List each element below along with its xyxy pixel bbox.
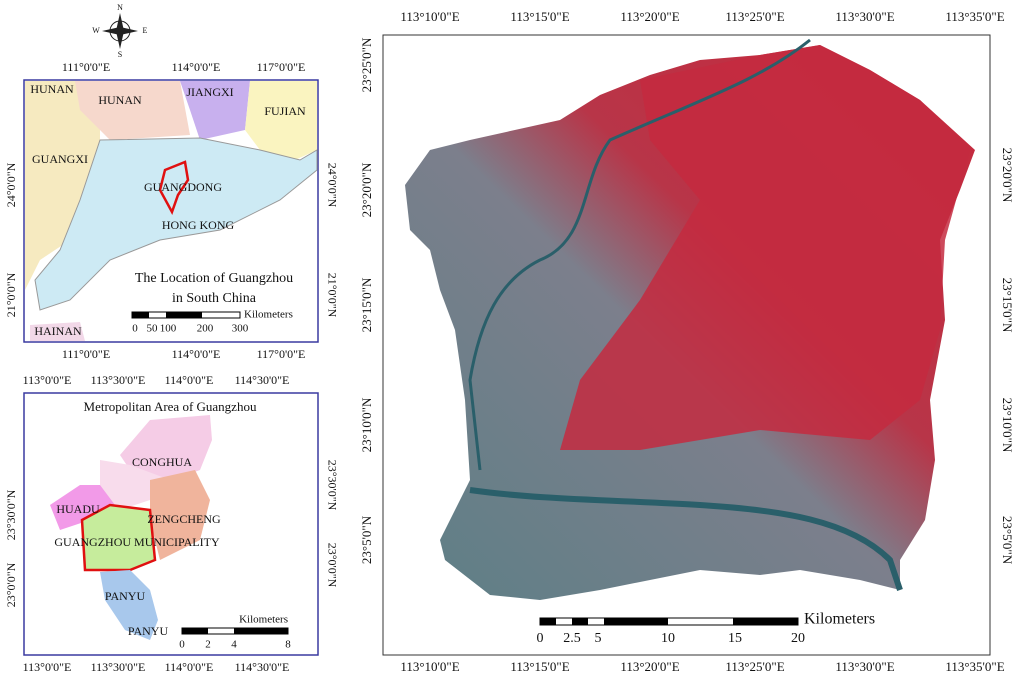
lat-label: 23°20'0"N: [359, 162, 374, 217]
lat-label: 23°10'0"N: [359, 397, 374, 452]
lon-label: 113°25'0"E: [725, 659, 784, 674]
scale-label: 100: [160, 323, 177, 335]
lon-label: 113°30'0"E: [835, 659, 894, 674]
lat-label: 24°0'0"N: [4, 162, 18, 207]
lon-label: 113°30'0"E: [835, 9, 894, 24]
lon-label: 117°0'0"E: [257, 347, 306, 361]
lon-label: 111°0'0"E: [62, 347, 110, 361]
scale-label: 50: [147, 323, 159, 335]
lat-label: 23°20'0"N: [1000, 148, 1015, 203]
lon-label: 113°20'0"E: [620, 9, 679, 24]
scale-label: 0: [537, 631, 544, 646]
scale-unit: Kilometers: [239, 614, 288, 626]
lat-label: 23°30'0"N: [325, 460, 339, 511]
region-label: CONGHUA: [132, 455, 192, 469]
compass-letter: S: [118, 50, 122, 59]
metro-map: [23, 392, 319, 656]
lon-label: 113°15'0"E: [510, 9, 569, 24]
scale-label: 8: [285, 639, 291, 651]
lat-label: 23°15'0"N: [1000, 278, 1015, 333]
scale-label: 20: [791, 631, 805, 646]
region-label: HUNAN: [98, 93, 142, 107]
lat-label: 21°0'0"N: [325, 273, 339, 318]
lat-label: 21°0'0"N: [4, 272, 18, 317]
scale-unit: Kilometers: [244, 309, 293, 321]
lon-label: 113°0'0"E: [23, 373, 72, 387]
region-label: PANYU: [128, 624, 169, 638]
region-label: HAINAN: [34, 324, 82, 338]
region-label: GUANGXI: [32, 152, 88, 166]
scale-label: 4: [231, 639, 237, 651]
region-label: PANYU: [105, 589, 146, 603]
scale-label: 10: [661, 631, 675, 646]
lon-label: 113°25'0"E: [725, 9, 784, 24]
scale-label: 2: [205, 639, 211, 651]
compass: [102, 13, 138, 49]
scale-unit: Kilometers: [804, 611, 875, 628]
scale-label: 0: [179, 639, 185, 651]
lon-label: 114°0'0"E: [165, 660, 214, 674]
lat-label: 23°30'0"N: [4, 489, 18, 540]
region-label: FUJIAN: [264, 104, 306, 118]
region-label: HUADU: [56, 502, 100, 516]
scale-label: 5: [595, 631, 602, 646]
lon-label: 114°30'0"E: [235, 660, 290, 674]
lat-label: 23°5'0"N: [359, 515, 374, 564]
region-label: HUNAN: [30, 82, 74, 96]
region-label: GUANGDONG: [144, 180, 222, 194]
lat-label: 23°0'0"N: [325, 543, 339, 588]
scale-label: 15: [728, 631, 742, 646]
lon-label: 113°10'0"E: [400, 9, 459, 24]
scale-label: 0: [132, 323, 138, 335]
lat-label: 23°10'0"N: [1000, 398, 1015, 453]
lon-label: 114°30'0"E: [235, 373, 290, 387]
lon-label: 111°0'0"E: [62, 60, 110, 74]
map-title: in South China: [172, 291, 257, 306]
main-map: [382, 34, 991, 656]
map-title: The Location of Guangzhou: [135, 271, 293, 286]
lat-label: 24°0'0"N: [325, 163, 339, 208]
lon-label: 113°35'0"E: [945, 9, 1004, 24]
lon-label: 114°0'0"E: [172, 347, 221, 361]
lon-label: 113°30'0"E: [91, 373, 146, 387]
lat-label: 23°0'0"N: [4, 562, 18, 607]
lat-label: 23°25'0"N: [359, 37, 374, 92]
lon-label: 114°0'0"E: [165, 373, 214, 387]
region-label: HONG KONG: [162, 218, 235, 232]
region-label: ZENGCHENG: [147, 512, 221, 526]
lon-label: 113°30'0"E: [91, 660, 146, 674]
region-label: GUANGZHOU MUNICIPALITY: [54, 535, 220, 549]
map-title: Metropolitan Area of Guangzhou: [84, 399, 257, 414]
lon-label: 114°0'0"E: [172, 60, 221, 74]
lon-label: 113°35'0"E: [945, 659, 1004, 674]
lat-label: 23°15'0"N: [359, 277, 374, 332]
region-label: JIANGXI: [186, 85, 233, 99]
lon-label: 113°15'0"E: [510, 659, 569, 674]
lon-label: 113°0'0"E: [23, 660, 72, 674]
compass-letter: W: [92, 26, 100, 35]
lon-label: 113°20'0"E: [620, 659, 679, 674]
scale-label: 300: [232, 323, 249, 335]
compass-letter: N: [117, 3, 123, 12]
lon-label: 113°10'0"E: [400, 659, 459, 674]
lat-label: 23°5'0"N: [1000, 516, 1015, 565]
scale-label: 2.5: [563, 631, 581, 646]
location-map: [23, 79, 319, 343]
compass-letter: E: [143, 26, 148, 35]
lon-label: 117°0'0"E: [257, 60, 306, 74]
scale-label: 200: [197, 323, 214, 335]
